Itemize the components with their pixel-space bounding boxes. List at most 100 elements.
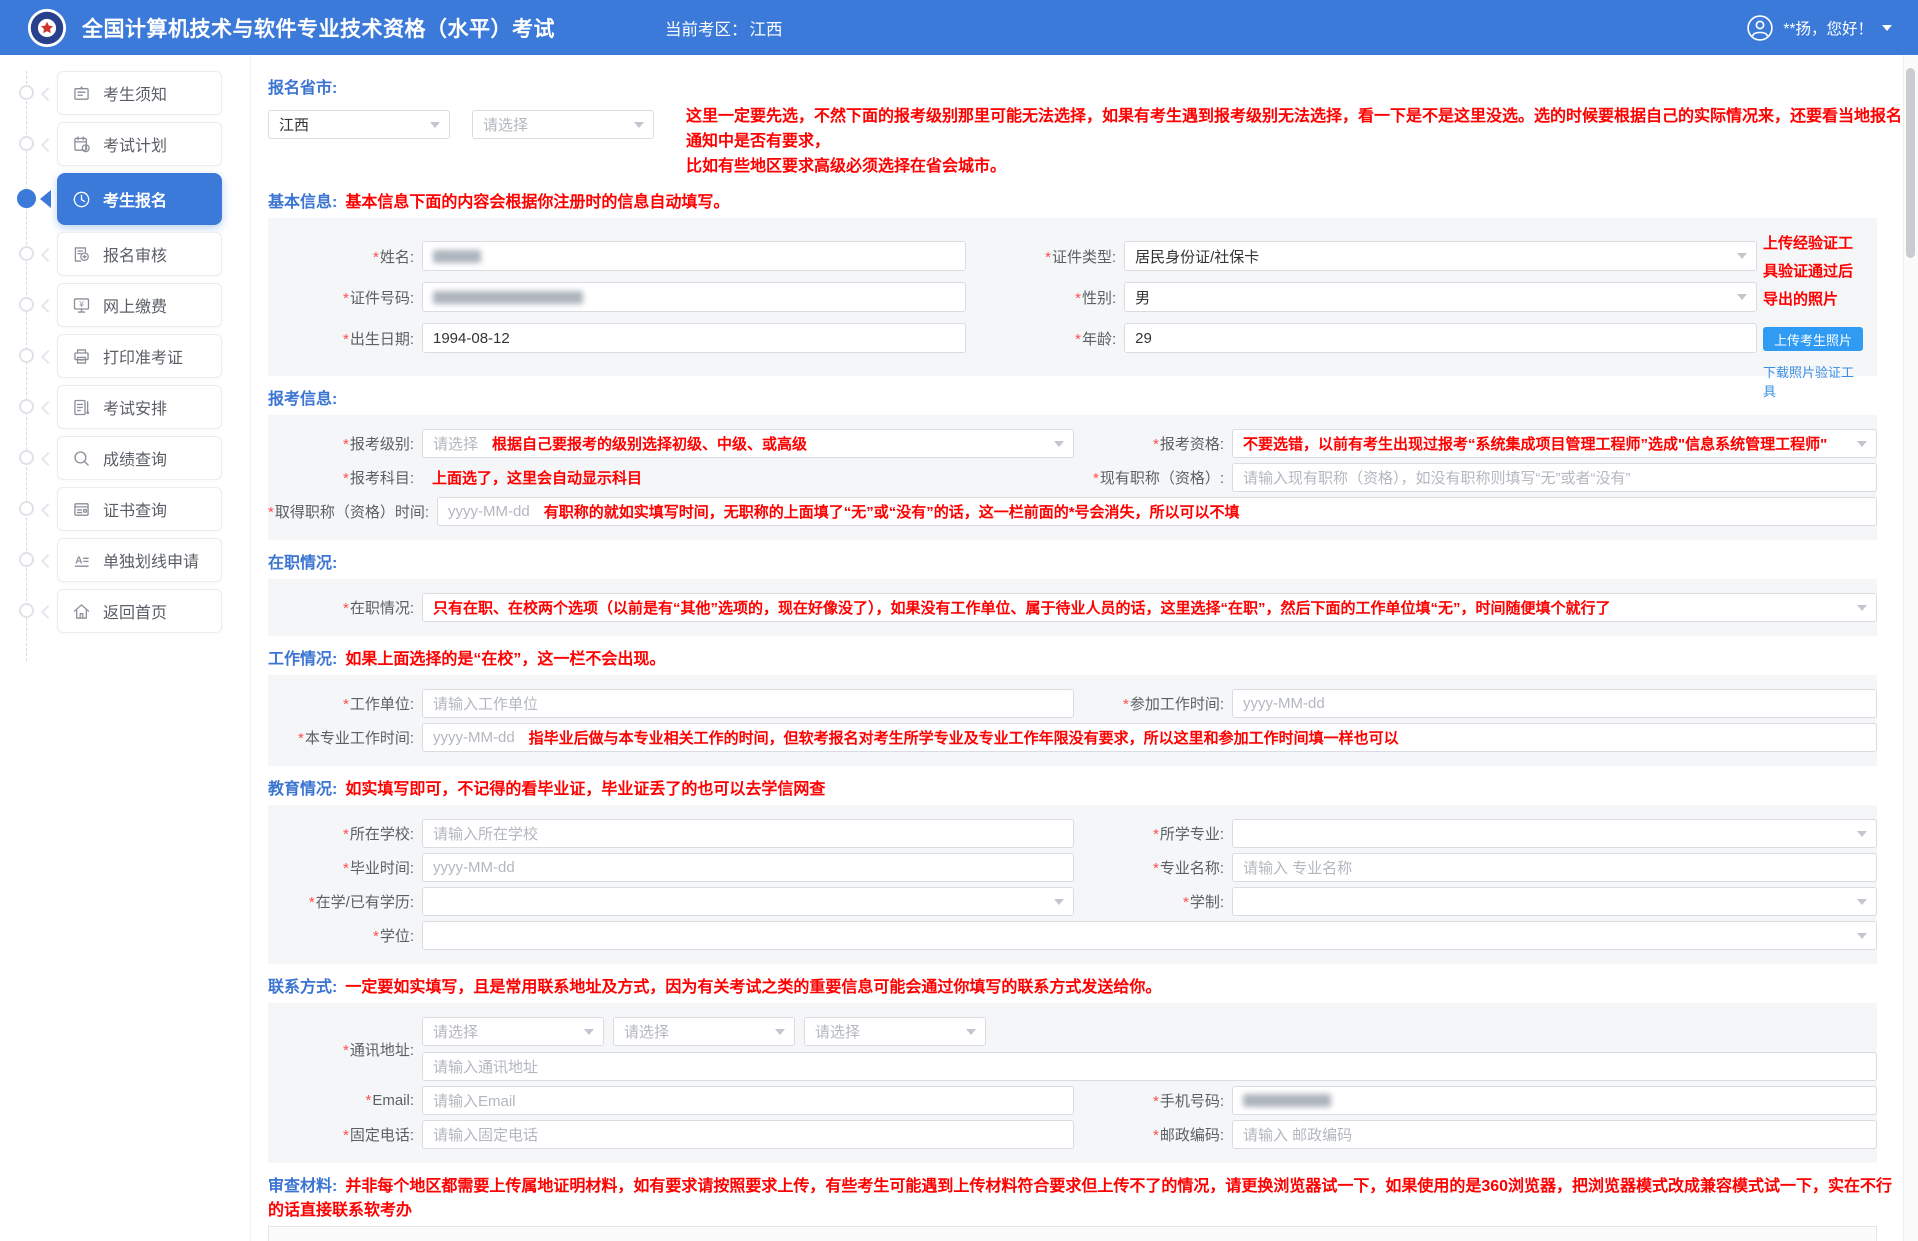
join-time-input[interactable]: yyyy-MM-dd (1232, 689, 1877, 718)
timeline-dot (19, 552, 34, 567)
subject-field: 上面选了，这里会自动显示科目 (432, 470, 643, 487)
schooling-label: *学制: (1182, 894, 1224, 911)
sidebar-item-certificate-query[interactable]: 证书查询 (0, 487, 250, 531)
id-no-input[interactable] (422, 282, 967, 312)
chevron-down-icon (1857, 899, 1867, 910)
sidebar-item-label: 成绩查询 (103, 452, 168, 469)
masked-value (433, 290, 583, 304)
major-name-input[interactable]: 请输入 专业名称 (1232, 853, 1877, 882)
material-section-title: 审查材料: 并非每个地区都需要上传属地证明材料，如有要求请按照要求上传，有些考生可… (268, 1178, 1893, 1219)
mobile-input[interactable] (1232, 1086, 1877, 1115)
city-select[interactable]: 请选择 (472, 110, 654, 139)
level-select[interactable]: 请选择 根据自己要报考的级别选择初级、中级、或高级 (422, 429, 1074, 458)
edu-level-label: *在学/已有学历: (308, 894, 414, 911)
cur-title-label: *现有职称（资格）: (1092, 470, 1224, 487)
sidebar-item-print-ticket[interactable]: 打印准考证 (0, 334, 250, 378)
address-label: *通讯地址: (342, 1041, 414, 1059)
sidebar-item-separate-line-apply[interactable]: A 单独划线申请 (0, 538, 250, 582)
timeline-dot (19, 136, 34, 151)
timeline-dot (19, 85, 34, 100)
school-input[interactable]: 请输入所在学校 (422, 819, 1074, 848)
sidebar-item-exam-arrangement[interactable]: 考试安排 (0, 385, 250, 429)
level-label: *报考级别: (342, 436, 414, 453)
region-value: 江西 (749, 20, 783, 39)
user-menu[interactable]: **扬，您好！ (1746, 14, 1892, 42)
payment-icon: ¥ (71, 295, 92, 316)
masked-value (1243, 1094, 1331, 1107)
chevron-down-icon (1882, 25, 1892, 36)
email-input[interactable]: 请输入Email (422, 1086, 1074, 1115)
timeline-dot (19, 603, 34, 618)
id-type-select[interactable]: 居民身份证/社保卡 (1124, 241, 1757, 271)
timeline-line (26, 71, 27, 661)
tel-label: *固定电话: (342, 1127, 414, 1144)
employment-status-select[interactable]: 只有在职、在校两个选项（以前是有“其他”选项的，现在好像没了），如果没有工作单位… (422, 593, 1877, 622)
timeline-dot-active (17, 189, 36, 208)
contact-section-note: 一定要如实填写，且是常用联系地址及方式，因为有关考试之类的重要信息可能会通过你填… (345, 979, 1162, 996)
major-years-input[interactable]: yyyy-MM-dd 指毕业后做与本专业相关工作的时间，但软考报名对考生所学专业及… (422, 723, 1877, 752)
upload-photo-button[interactable]: 上传考生照片 (1763, 327, 1863, 351)
sidebar-item-audit[interactable]: 报名审核 (0, 232, 250, 276)
gender-select[interactable]: 男 (1124, 282, 1757, 312)
sidebar-item-exam-plan[interactable]: 考试计划 (0, 122, 250, 166)
address-input[interactable]: 请输入通讯地址 (422, 1052, 1877, 1081)
schooling-select[interactable] (1232, 887, 1877, 916)
chevron-down-icon (1857, 441, 1867, 452)
education-section-note: 如实填写即可，不记得的看毕业证，毕业证丢了的也可以去学信网查 (345, 781, 826, 798)
province-row: 江西 请选择 这里一定要先选，不然下面的报考级别那里可能无法选择，如果有考生遇到… (268, 104, 1904, 179)
major-years-label: *本专业工作时间: (297, 730, 414, 747)
chevron-left-icon (40, 349, 56, 365)
chevron-down-icon (1857, 605, 1867, 616)
sidebar-item-home[interactable]: 返回首页 (0, 589, 250, 633)
address-district-select[interactable]: 请选择 (804, 1017, 986, 1046)
age-input[interactable]: 29 (1124, 323, 1757, 353)
contact-section-title: 联系方式: 一定要如实填写，且是常用联系地址及方式，因为有关考试之类的重要信息可能… (268, 979, 1162, 996)
plan-icon (71, 134, 92, 155)
sidebar-item-label: 考试计划 (103, 138, 168, 155)
scrollbar-track[interactable] (1903, 55, 1918, 1241)
sidebar-item-label: 考生报名 (103, 193, 168, 210)
apply-section-title: 报考信息: (268, 391, 338, 408)
qualification-select[interactable]: 不要选错，以前有考生出现过报考“系统集成项目管理工程师”选成"信息系统管理工程师… (1232, 429, 1877, 458)
audit-icon (71, 244, 92, 265)
timeline-dot (19, 246, 34, 261)
photo-upload-area: 上传经验证工具验证通过后导出的照片 上传考生照片 下载照片验证工具 (1763, 230, 1863, 400)
province-select[interactable]: 江西 (268, 110, 450, 139)
tel-input[interactable]: 请输入固定电话 (422, 1120, 1074, 1149)
address-province-select[interactable]: 请选择 (422, 1017, 604, 1046)
download-photo-tool-link[interactable]: 下载照片验证工具 (1763, 365, 1855, 399)
degree-select[interactable] (422, 921, 1877, 950)
sidebar-item-label: 网上缴费 (103, 299, 168, 316)
printer-icon (71, 346, 92, 367)
sidebar-item-payment[interactable]: ¥ 网上缴费 (0, 283, 250, 327)
user-greeting: **扬，您好！ (1783, 20, 1873, 38)
sidebar-item-label: 报名审核 (103, 248, 168, 265)
name-input[interactable] (422, 241, 967, 271)
company-input[interactable]: 请输入工作单位 (422, 689, 1074, 718)
zip-input[interactable]: 请输入 邮政编码 (1232, 1120, 1877, 1149)
sidebar-item-notice[interactable]: 考生须知 (0, 71, 250, 115)
scrollbar-thumb[interactable] (1906, 68, 1915, 258)
qual-label: *报考资格: (1152, 436, 1224, 453)
edu-level-select[interactable] (422, 887, 1074, 916)
timeline-dot (19, 399, 34, 414)
chevron-down-icon (430, 122, 440, 133)
sidebar-item-score-query[interactable]: 成绩查询 (0, 436, 250, 480)
birth-input[interactable]: 1994-08-12 (422, 323, 967, 353)
id-type-label: *证件类型: (1045, 248, 1117, 266)
timeline-dot (19, 450, 34, 465)
province-warning: 这里一定要先选，不然下面的报考级别那里可能无法选择，如果有考生遇到报考级别无法选… (686, 108, 1903, 175)
zip-label: *邮政编码: (1152, 1127, 1224, 1144)
scoreline-icon: A (71, 550, 92, 571)
chevron-left-icon (40, 502, 56, 518)
address-city-select[interactable]: 请选择 (613, 1017, 795, 1046)
sidebar-item-registration[interactable]: 考生报名 (0, 173, 250, 225)
birth-label: *出生日期: (342, 330, 414, 348)
grad-time-input[interactable]: yyyy-MM-dd (422, 853, 1074, 882)
major-category-select[interactable] (1232, 819, 1877, 848)
subject-label: *报考科目: (342, 470, 414, 487)
basic-section-note: 基本信息下面的内容会根据你注册时的信息自动填写。 (345, 194, 730, 211)
title-time-input[interactable]: yyyy-MM-dd 有职称的就如实填写时间，无职称的上面填了“无”或“没有”的话… (437, 497, 1877, 526)
timeline-dot (19, 297, 34, 312)
current-title-input[interactable]: 请输入现有职称（资格），如没有职称则填写“无”或者“没有” (1232, 463, 1877, 492)
